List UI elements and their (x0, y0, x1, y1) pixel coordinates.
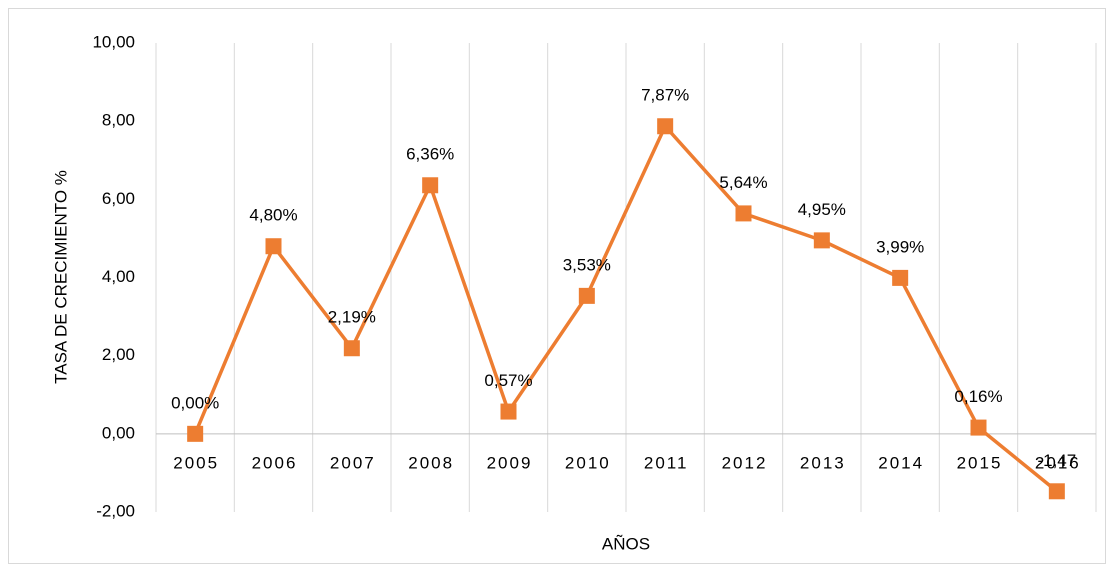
marker (578, 287, 595, 304)
x-tick-label: 2009 (487, 453, 533, 472)
x-tick-label: 2012 (722, 453, 768, 472)
y-tick-label: 4,00 (102, 267, 135, 286)
data-label: 0,16% (954, 387, 1002, 406)
chart-frame (8, 8, 1106, 564)
x-tick-label: 2011 (644, 453, 689, 472)
data-label: -1,47 (1037, 451, 1076, 470)
marker (1048, 483, 1065, 500)
x-tick-label: 2006 (252, 453, 298, 472)
marker (500, 403, 517, 420)
x-tick-label: 2014 (878, 453, 924, 472)
data-label: 7,87% (641, 86, 689, 105)
marker (892, 269, 909, 286)
data-label: 3,99% (876, 237, 924, 256)
line (193, 124, 1058, 493)
marker (970, 419, 987, 436)
y-tick-label: 8,00 (102, 111, 135, 130)
y-tick-label: 6,00 (102, 189, 135, 208)
data-label: 2,19% (328, 308, 376, 327)
data-label: 6,36% (406, 145, 454, 164)
data-label: 5,64% (719, 173, 767, 192)
marker (187, 425, 204, 442)
y-tick-label: -2,00 (96, 501, 135, 520)
data-label: 0,00% (171, 393, 219, 412)
x-tick-label: 2010 (565, 453, 611, 472)
x-tick-label: 2005 (173, 453, 219, 472)
x-tick-label: 2008 (408, 453, 454, 472)
y-tick-label: 2,00 (102, 345, 135, 364)
x-tick-label: 2016 (1035, 453, 1081, 472)
data-label: 4,95% (798, 200, 846, 219)
y-tick-label: 0,00 (102, 423, 135, 442)
marker (657, 118, 674, 135)
data-label: 0,57% (484, 371, 532, 390)
marker (422, 177, 439, 194)
y-axis-label: TASA DE CRECIMIENTO % (51, 170, 70, 384)
marker (265, 238, 282, 255)
marker (735, 205, 752, 222)
x-tick-label: 2013 (800, 453, 846, 472)
marker (813, 232, 830, 249)
x-tick-label: 2015 (957, 453, 1003, 472)
x-tick-label: 2007 (330, 453, 376, 472)
y-tick-label: 10,00 (92, 32, 135, 51)
data-label: 3,53% (563, 255, 611, 274)
x-axis-label: AÑOS (602, 534, 650, 553)
marker (343, 340, 360, 357)
data-label: 4,80% (249, 206, 297, 225)
